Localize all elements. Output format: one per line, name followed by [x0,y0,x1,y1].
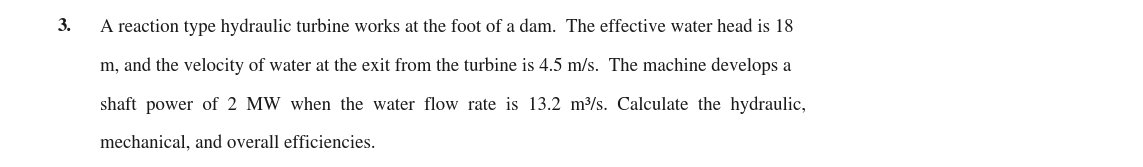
Text: A reaction type hydraulic turbine works at the foot of a dam.  The effective wat: A reaction type hydraulic turbine works … [99,18,793,36]
Text: mechanical, and overall efficiencies.: mechanical, and overall efficiencies. [99,135,376,152]
Text: shaft  power  of  2  MW  when  the  water  flow  rate  is  13.2  m³/s.  Calculat: shaft power of 2 MW when the water flow … [99,96,806,114]
Text: m, and the velocity of water at the exit from the turbine is 4.5 m/s.  The machi: m, and the velocity of water at the exit… [99,57,791,75]
Text: 3.: 3. [58,18,72,35]
